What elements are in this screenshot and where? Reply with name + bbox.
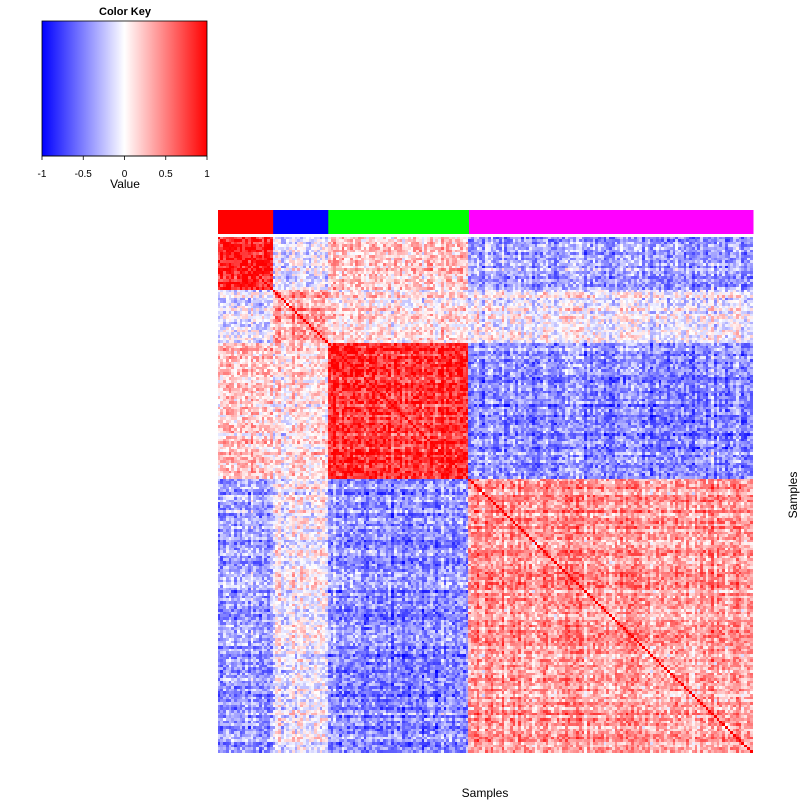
sample-group-bar-2 bbox=[273, 210, 329, 234]
color-key-tick-label: 0.5 bbox=[159, 169, 173, 180]
color-key-ticks: -1 -0.5 0 0.5 1 bbox=[38, 156, 210, 180]
x-axis-label: Samples bbox=[462, 786, 509, 800]
color-key-tick-label: -1 bbox=[38, 169, 47, 180]
color-key-title: Color Key bbox=[99, 6, 152, 18]
color-key-tick-label: 1 bbox=[204, 169, 210, 180]
heatmap-cells bbox=[218, 237, 753, 753]
color-key: Color Key -1 -0.5 0 0.5 1 Value bbox=[38, 6, 211, 191]
sample-group-bar-3 bbox=[328, 210, 470, 234]
sample-group-color-bar bbox=[218, 210, 754, 234]
sample-group-bar-1 bbox=[218, 210, 274, 234]
y-axis-label: Samples bbox=[786, 472, 800, 519]
color-key-tick-label: -0.5 bbox=[75, 169, 93, 180]
heatmap-cells-container bbox=[218, 237, 753, 753]
sample-group-bar-4 bbox=[468, 210, 754, 234]
color-key-gradient bbox=[41, 20, 208, 157]
color-key-tick-label: 0 bbox=[122, 169, 128, 180]
color-key-axis-label: Value bbox=[110, 177, 140, 191]
